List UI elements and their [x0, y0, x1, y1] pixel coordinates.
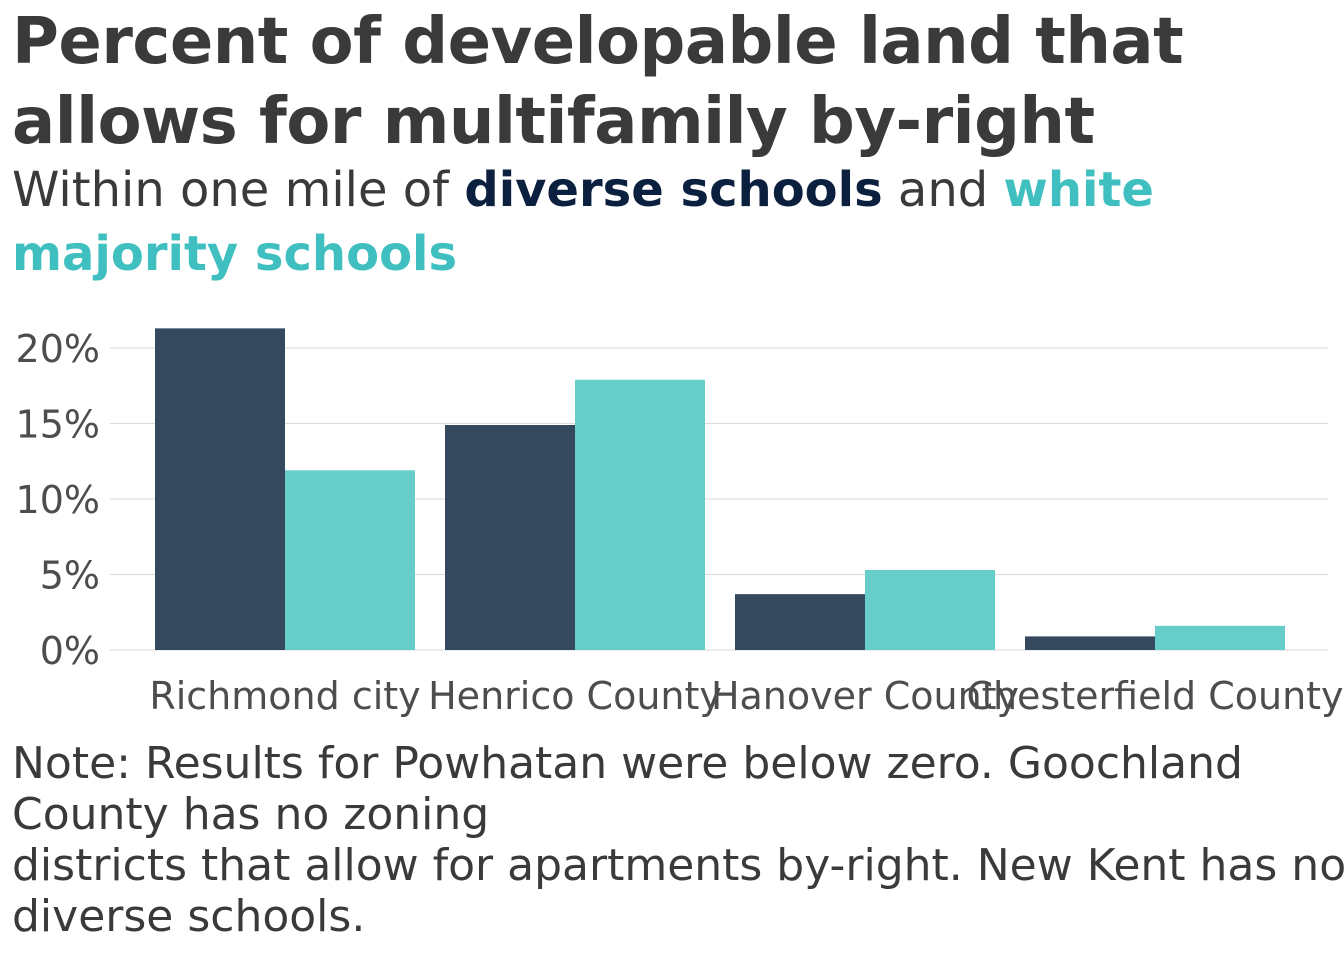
y-tick-label: 5%	[40, 554, 100, 598]
bar-diverse	[1025, 636, 1155, 650]
subtitle-diverse-legend: diverse schools	[464, 162, 883, 218]
chart-title-line-2: allows for multifamily by-right	[12, 85, 1095, 159]
bar-diverse	[735, 594, 865, 650]
note-line-2: County has no zoning	[12, 789, 490, 840]
y-tick-label: 20%	[16, 327, 100, 371]
bar-white-majority	[285, 470, 415, 650]
chart-title-line-1: Percent of developable land that	[12, 5, 1184, 79]
y-tick-label: 10%	[16, 478, 100, 522]
chart-subtitle: Within one mile of diverse schools and w…	[12, 158, 1332, 286]
x-tick-label: Chesterfield County	[966, 674, 1343, 718]
x-tick-label: Hanover County	[711, 674, 1019, 718]
y-tick-label: 15%	[16, 403, 100, 447]
bar-diverse	[155, 328, 285, 650]
note-line-3: districts that allow for apartments by-r…	[12, 840, 1344, 891]
chart-note: Note: Results for Powhatan were below ze…	[12, 738, 1344, 942]
bar-white-majority	[1155, 625, 1285, 650]
subtitle-prefix: Within one mile of	[12, 162, 465, 218]
chart-title: Percent of developable land that allows …	[12, 2, 1332, 162]
y-tick-label: 0%	[40, 629, 100, 673]
bar-chart: 0% 5% 10% 15% 20% Richmond city Henrico Count…	[16, 327, 1344, 718]
note-line-4: diverse schools.	[12, 891, 366, 942]
bars	[155, 328, 1285, 650]
bar-white-majority	[865, 569, 995, 650]
subtitle-white-legend: white majority schools	[12, 162, 1154, 282]
y-axis-tick-labels: 0% 5% 10% 15% 20%	[16, 327, 100, 673]
x-tick-label: Henrico County	[428, 674, 722, 718]
subtitle-middle: and	[882, 162, 1004, 218]
bar-diverse	[445, 425, 575, 650]
x-tick-label: Richmond city	[149, 674, 420, 718]
bar-white-majority	[575, 379, 705, 650]
note-line-1: Note: Results for Powhatan were below ze…	[12, 738, 1243, 789]
